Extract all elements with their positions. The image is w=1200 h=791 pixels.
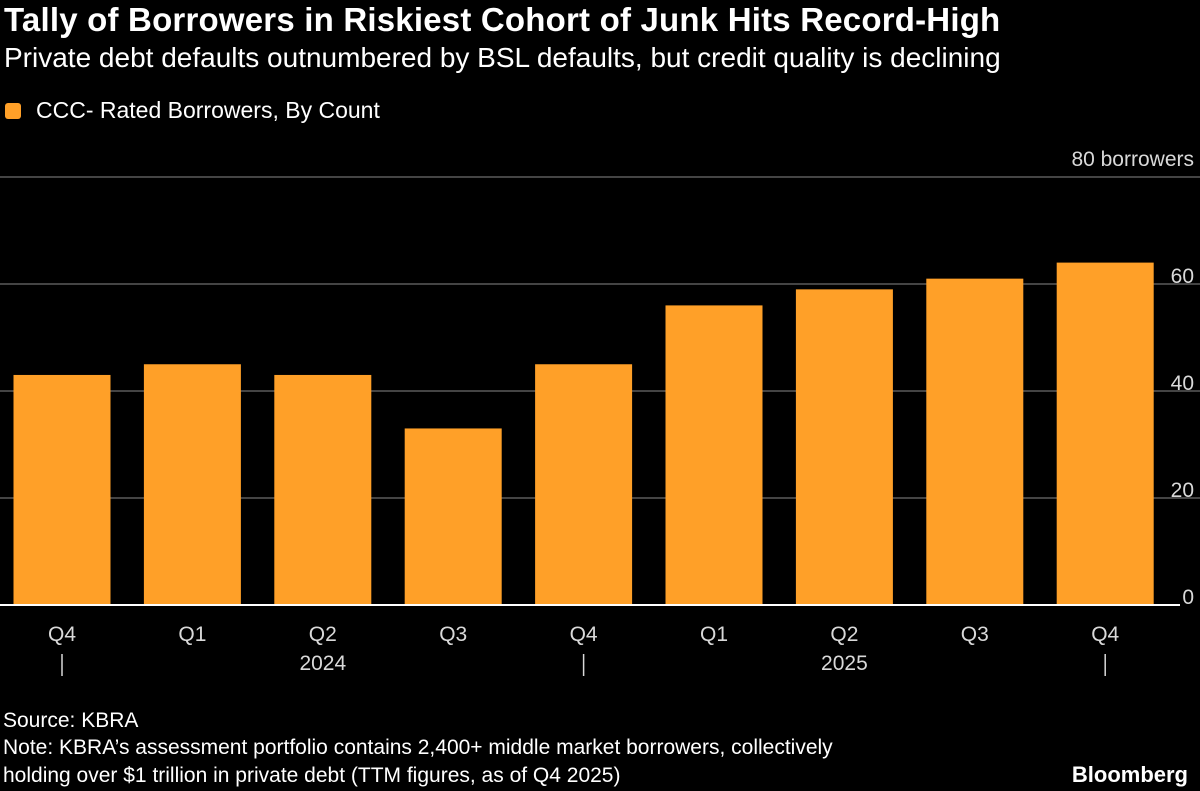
chart-title: Tally of Borrowers in Riskiest Cohort of…: [4, 1, 1001, 38]
x-tick-label-4: Q4: [570, 623, 598, 646]
x-tick-label-0: Q4: [48, 623, 76, 646]
y-tick-label-60: 60: [1171, 265, 1194, 288]
bar-4: [535, 364, 633, 605]
y-tick-label-80: 80 borrowers: [1071, 148, 1194, 171]
x-tick-label-1: Q1: [178, 623, 206, 646]
bar-chart: 0 20 40 60 80 borrowers Q4 Q1 Q2 Q3 Q4 Q1 Q2 Q3 Q4 202…: [0, 148, 1200, 676]
bar-5: [665, 305, 763, 605]
bloomberg-logo: Bloomberg: [1071, 762, 1188, 787]
legend: CCC- Rated Borrowers, By Count: [5, 97, 380, 124]
source-note: Source: KBRA: [3, 709, 139, 732]
x-tick-label-3: Q3: [439, 623, 467, 646]
x-tick-label-2: Q2: [309, 623, 337, 646]
bar-7: [926, 278, 1024, 605]
legend-label: CCC- Rated Borrowers, By Count: [36, 97, 380, 123]
y-tick-label-0: 0: [1182, 586, 1194, 609]
bar-8: [1056, 262, 1154, 605]
year-label-2024: 2024: [299, 652, 346, 675]
bar-1: [143, 364, 241, 605]
y-tick-label-20: 20: [1171, 479, 1194, 502]
x-tick-label-5: Q1: [700, 623, 728, 646]
x-tick-label-6: Q2: [830, 623, 858, 646]
footnote-line-2: holding over $1 trillion in private debt…: [3, 764, 621, 787]
bar-3: [404, 428, 502, 605]
bar-6: [795, 289, 893, 605]
y-tick-label-40: 40: [1171, 372, 1194, 395]
bar-0: [13, 374, 111, 605]
year-label-2025: 2025: [821, 652, 868, 675]
footnote-line-1: Note: KBRA’s assessment portfolio contai…: [3, 736, 833, 759]
bar-2: [274, 374, 372, 605]
chart-subtitle: Private debt defaults outnumbered by BSL…: [4, 42, 1001, 73]
x-tick-label-7: Q3: [961, 623, 989, 646]
legend-swatch: [5, 102, 21, 119]
x-tick-label-8: Q4: [1091, 623, 1119, 646]
